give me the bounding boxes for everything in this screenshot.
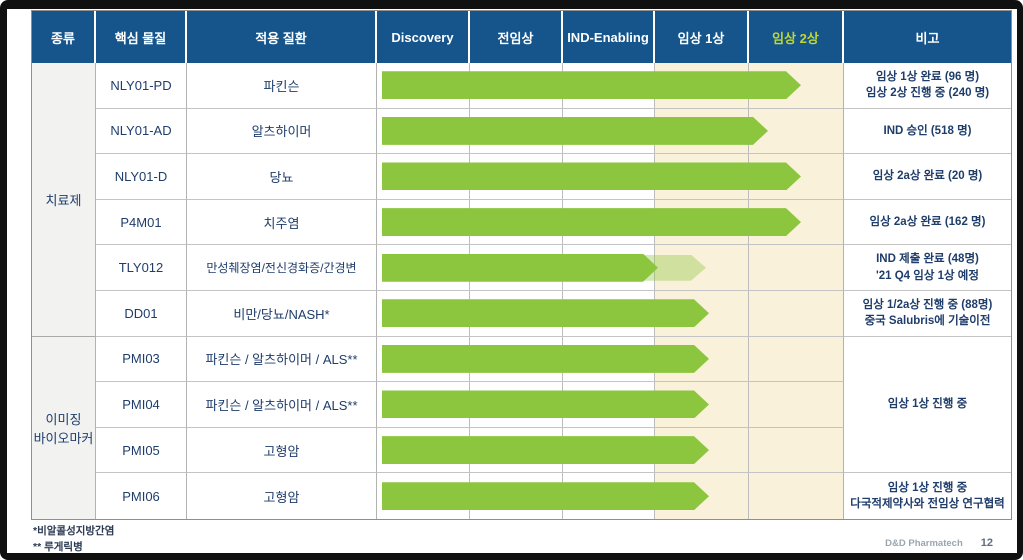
indication: 고형암 <box>187 473 377 519</box>
column-header-phase1: 임상 1상 <box>655 11 749 63</box>
pipeline-track <box>377 63 844 109</box>
column-header-ind-enabling: IND-Enabling <box>563 11 655 63</box>
remark: 임상 1상 완료 (96 명) 임상 2상 진행 중 (240 명) <box>844 63 1011 109</box>
pipeline-track <box>377 154 844 200</box>
column-header-core-material: 핵심 물질 <box>96 11 187 63</box>
remark: IND 제출 완료 (48명) '21 Q4 임상 1상 예정 <box>844 245 1011 291</box>
pipeline-track <box>377 245 844 291</box>
pipeline-arrow <box>382 208 801 236</box>
group-label-imaging-biomarker: 이미징 바이오마커 <box>32 336 96 519</box>
pipeline-table: 종류 핵심 물질 적용 질환 Discovery 전임상 IND-Enablin… <box>31 10 1012 520</box>
column-header-discovery: Discovery <box>377 11 470 63</box>
indication: 파킨슨 <box>187 63 377 109</box>
column-header-type: 종류 <box>32 11 96 63</box>
remark-merged-phase1-ongoing: 임상 1상 진행 중 <box>844 336 1011 474</box>
program-code: NLY01-D <box>96 154 187 200</box>
remark: 임상 1상 진행 중 다국적제약사와 전임상 연구협력 <box>844 473 1011 519</box>
program-code: NLY01-PD <box>96 63 187 109</box>
program-code: TLY012 <box>96 245 187 291</box>
program-code: PMI05 <box>96 427 187 474</box>
pipeline-track <box>377 199 844 246</box>
program-code: PMI04 <box>96 382 187 428</box>
remark: 임상 1/2a상 진행 중 (88명) 중국 Salubris에 기술이전 <box>844 290 1011 337</box>
slide-footer: D&D Pharmatech 12 <box>885 537 993 549</box>
indication: 파킨슨 / 알츠하이머 / ALS** <box>187 336 377 383</box>
program-code: PMI06 <box>96 473 187 519</box>
pipeline-arrow <box>382 482 709 510</box>
column-header-phase2: 임상 2상 <box>749 11 844 63</box>
indication: 당뇨 <box>187 154 377 200</box>
indication: 고형암 <box>187 427 377 474</box>
pipeline-arrow <box>382 436 709 464</box>
pipeline-arrow <box>382 117 768 145</box>
column-header-remarks: 비고 <box>844 11 1011 63</box>
footnotes: *비알콜성지방간염 ** 루게릭병 <box>33 525 115 553</box>
pipeline-arrow <box>382 299 709 327</box>
pipeline-arrow <box>382 345 709 373</box>
pipeline-track <box>377 108 844 155</box>
group-label-therapeutics: 치료제 <box>32 63 96 337</box>
pipeline-arrow <box>382 71 801 99</box>
remark: IND 승인 (518 명) <box>844 108 1011 155</box>
program-code: NLY01-AD <box>96 108 187 155</box>
program-code: PMI03 <box>96 336 187 383</box>
company-name: D&D Pharmatech <box>885 538 963 549</box>
indication: 비만/당뇨/NASH* <box>187 290 377 337</box>
slide-background: 종류 핵심 물질 적용 질환 Discovery 전임상 IND-Enablin… <box>7 9 1017 553</box>
pipeline-track <box>377 382 844 428</box>
pipeline-arrow <box>382 390 709 418</box>
pipeline-track <box>377 427 844 474</box>
page-number: 12 <box>980 537 993 549</box>
remark: 임상 2a상 완료 (20 명) <box>844 154 1011 200</box>
pipeline-arrow <box>382 162 801 190</box>
indication: 알츠하이머 <box>187 108 377 155</box>
indication: 파킨슨 / 알츠하이머 / ALS** <box>187 382 377 428</box>
column-header-indication: 적용 질환 <box>187 11 377 63</box>
pipeline-track <box>377 473 844 519</box>
indication: 만성췌장염/전신경화증/간경변 <box>187 245 377 291</box>
column-header-preclinical: 전임상 <box>470 11 563 63</box>
program-code: P4M01 <box>96 199 187 246</box>
remark: 임상 2a상 완료 (162 명) <box>844 199 1011 246</box>
pipeline-track <box>377 336 844 383</box>
program-code: DD01 <box>96 290 187 337</box>
pipeline-track <box>377 290 844 337</box>
pipeline-arrow <box>382 254 658 282</box>
indication: 치주염 <box>187 199 377 246</box>
